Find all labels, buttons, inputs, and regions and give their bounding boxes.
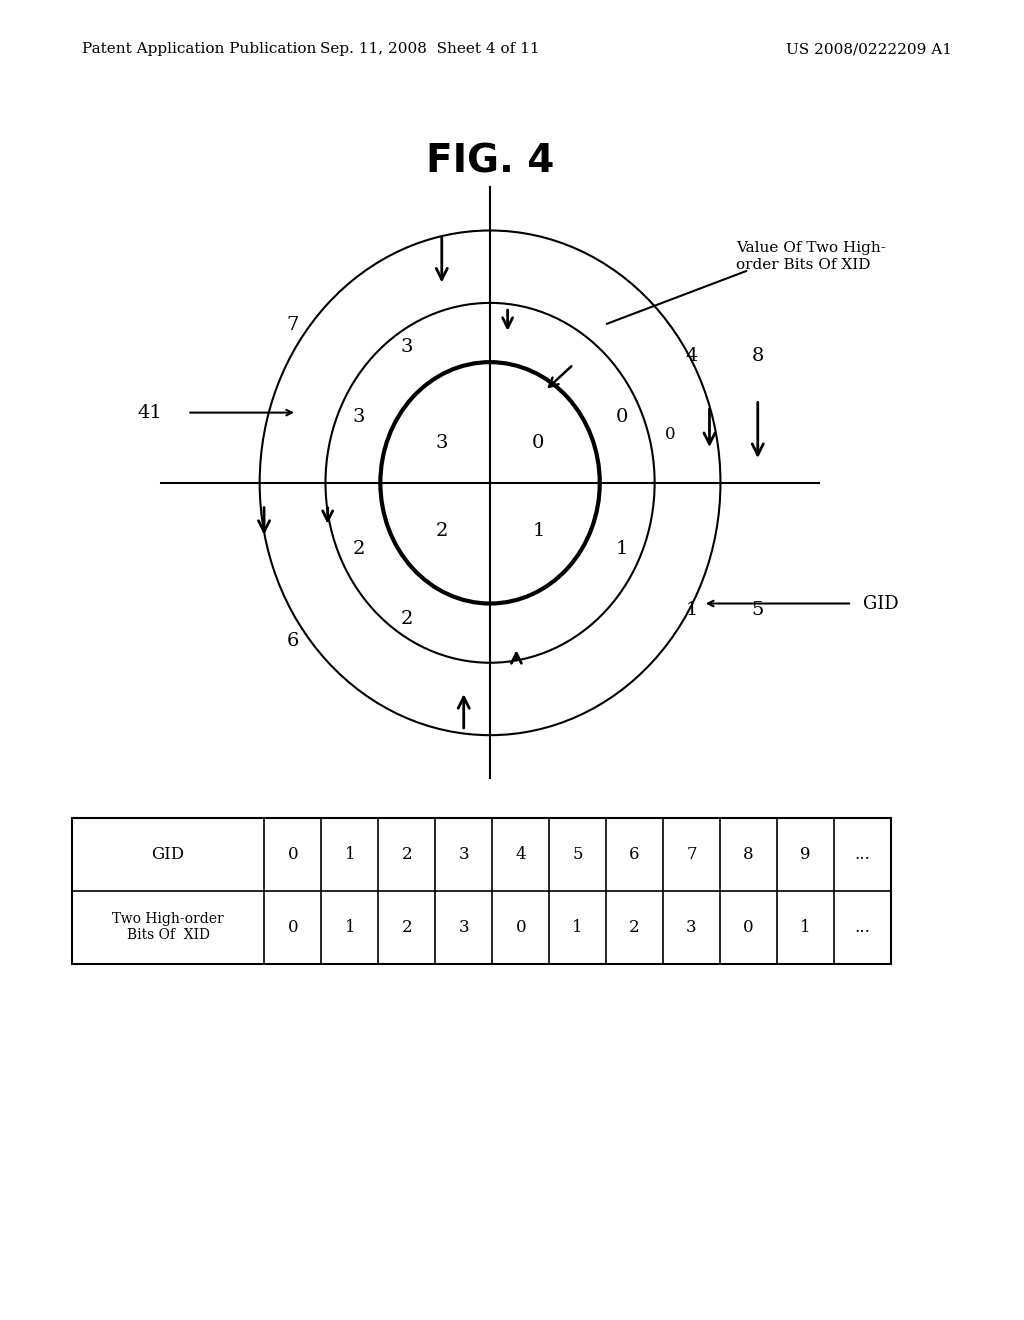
Text: 4: 4 [686,347,698,364]
Text: 3: 3 [400,338,413,356]
Text: 9: 9 [800,846,811,863]
Text: 1: 1 [344,919,355,936]
Text: FIG. 4: FIG. 4 [426,143,554,181]
Text: 1: 1 [686,601,698,619]
Text: 8: 8 [752,347,764,364]
Text: 3: 3 [352,408,365,426]
Text: 3: 3 [459,846,469,863]
Text: Patent Application Publication: Patent Application Publication [82,42,316,57]
Text: 41: 41 [137,404,163,421]
Text: ...: ... [855,846,870,863]
Text: 2: 2 [630,919,640,936]
Text: 2: 2 [400,610,413,628]
Text: 7: 7 [686,846,697,863]
Text: 8: 8 [743,846,754,863]
Text: 0: 0 [288,919,298,936]
Text: 0: 0 [515,919,526,936]
Text: 1: 1 [615,540,628,557]
Text: 2: 2 [352,540,365,557]
Text: ...: ... [855,919,870,936]
Text: 0: 0 [665,426,675,444]
Text: 6: 6 [287,632,299,649]
Text: 3: 3 [686,919,697,936]
Text: 5: 5 [752,601,764,619]
Text: 1: 1 [800,919,811,936]
Text: 5: 5 [572,846,583,863]
Text: 2: 2 [435,523,447,540]
Text: 0: 0 [743,919,754,936]
Text: GID: GID [152,846,184,863]
Text: 1: 1 [572,919,583,936]
Text: Sep. 11, 2008  Sheet 4 of 11: Sep. 11, 2008 Sheet 4 of 11 [321,42,540,57]
Text: 7: 7 [287,315,299,334]
FancyBboxPatch shape [72,818,891,964]
Text: 2: 2 [401,846,412,863]
Text: 0: 0 [532,434,545,453]
Text: Two High-order
Bits Of  XID: Two High-order Bits Of XID [113,912,224,942]
Text: 1: 1 [532,523,545,540]
Text: Value Of Two High-
order Bits Of XID: Value Of Two High- order Bits Of XID [736,242,886,272]
Text: 2: 2 [401,919,412,936]
Text: US 2008/0222209 A1: US 2008/0222209 A1 [786,42,952,57]
Text: GID: GID [863,594,899,612]
Text: 4: 4 [515,846,526,863]
Text: 3: 3 [435,434,449,453]
Text: 1: 1 [344,846,355,863]
Text: 0: 0 [615,408,628,426]
Text: 0: 0 [288,846,298,863]
Text: 6: 6 [630,846,640,863]
Text: 3: 3 [459,919,469,936]
